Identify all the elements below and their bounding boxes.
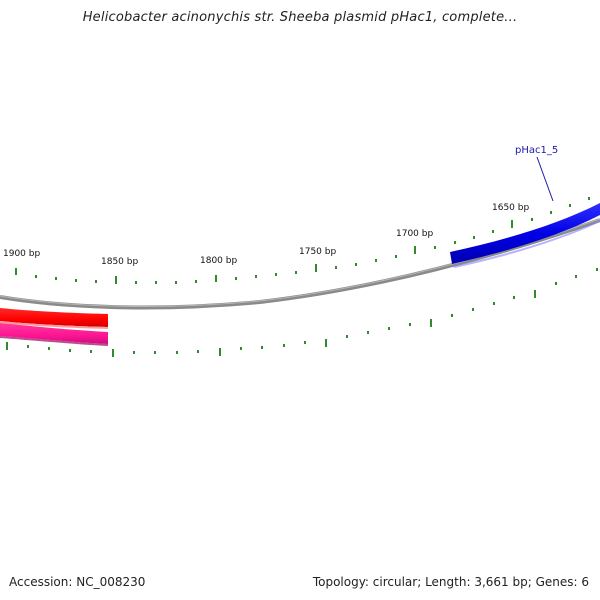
gene-pink[interactable] <box>0 323 108 346</box>
tick-label-1750: 1750 bp <box>299 247 336 257</box>
gene-pHac1_5[interactable] <box>450 203 600 268</box>
gene-label-pHac1_5[interactable]: pHac1_5 <box>515 145 558 156</box>
tick-label-1850: 1850 bp <box>101 257 138 267</box>
tick-label-1900: 1900 bp <box>3 249 40 259</box>
tick-label-1700: 1700 bp <box>396 229 433 239</box>
backbone-arc <box>0 218 600 310</box>
tick-label-1800: 1800 bp <box>200 256 237 266</box>
gene-label-leader-line <box>536 156 554 202</box>
inner-tick-ring <box>6 268 598 357</box>
topology-summary: Topology: circular; Length: 3,661 bp; Ge… <box>312 575 589 589</box>
tick-label-1650: 1650 bp <box>492 203 529 213</box>
gene-red[interactable] <box>0 308 108 329</box>
accession-text: Accession: NC_008230 <box>9 575 146 589</box>
outer-tick-ring <box>15 197 590 284</box>
map-title: Helicobacter acinonychis str. Sheeba pla… <box>82 10 518 25</box>
backbone-arc-highlight <box>0 218 600 307</box>
